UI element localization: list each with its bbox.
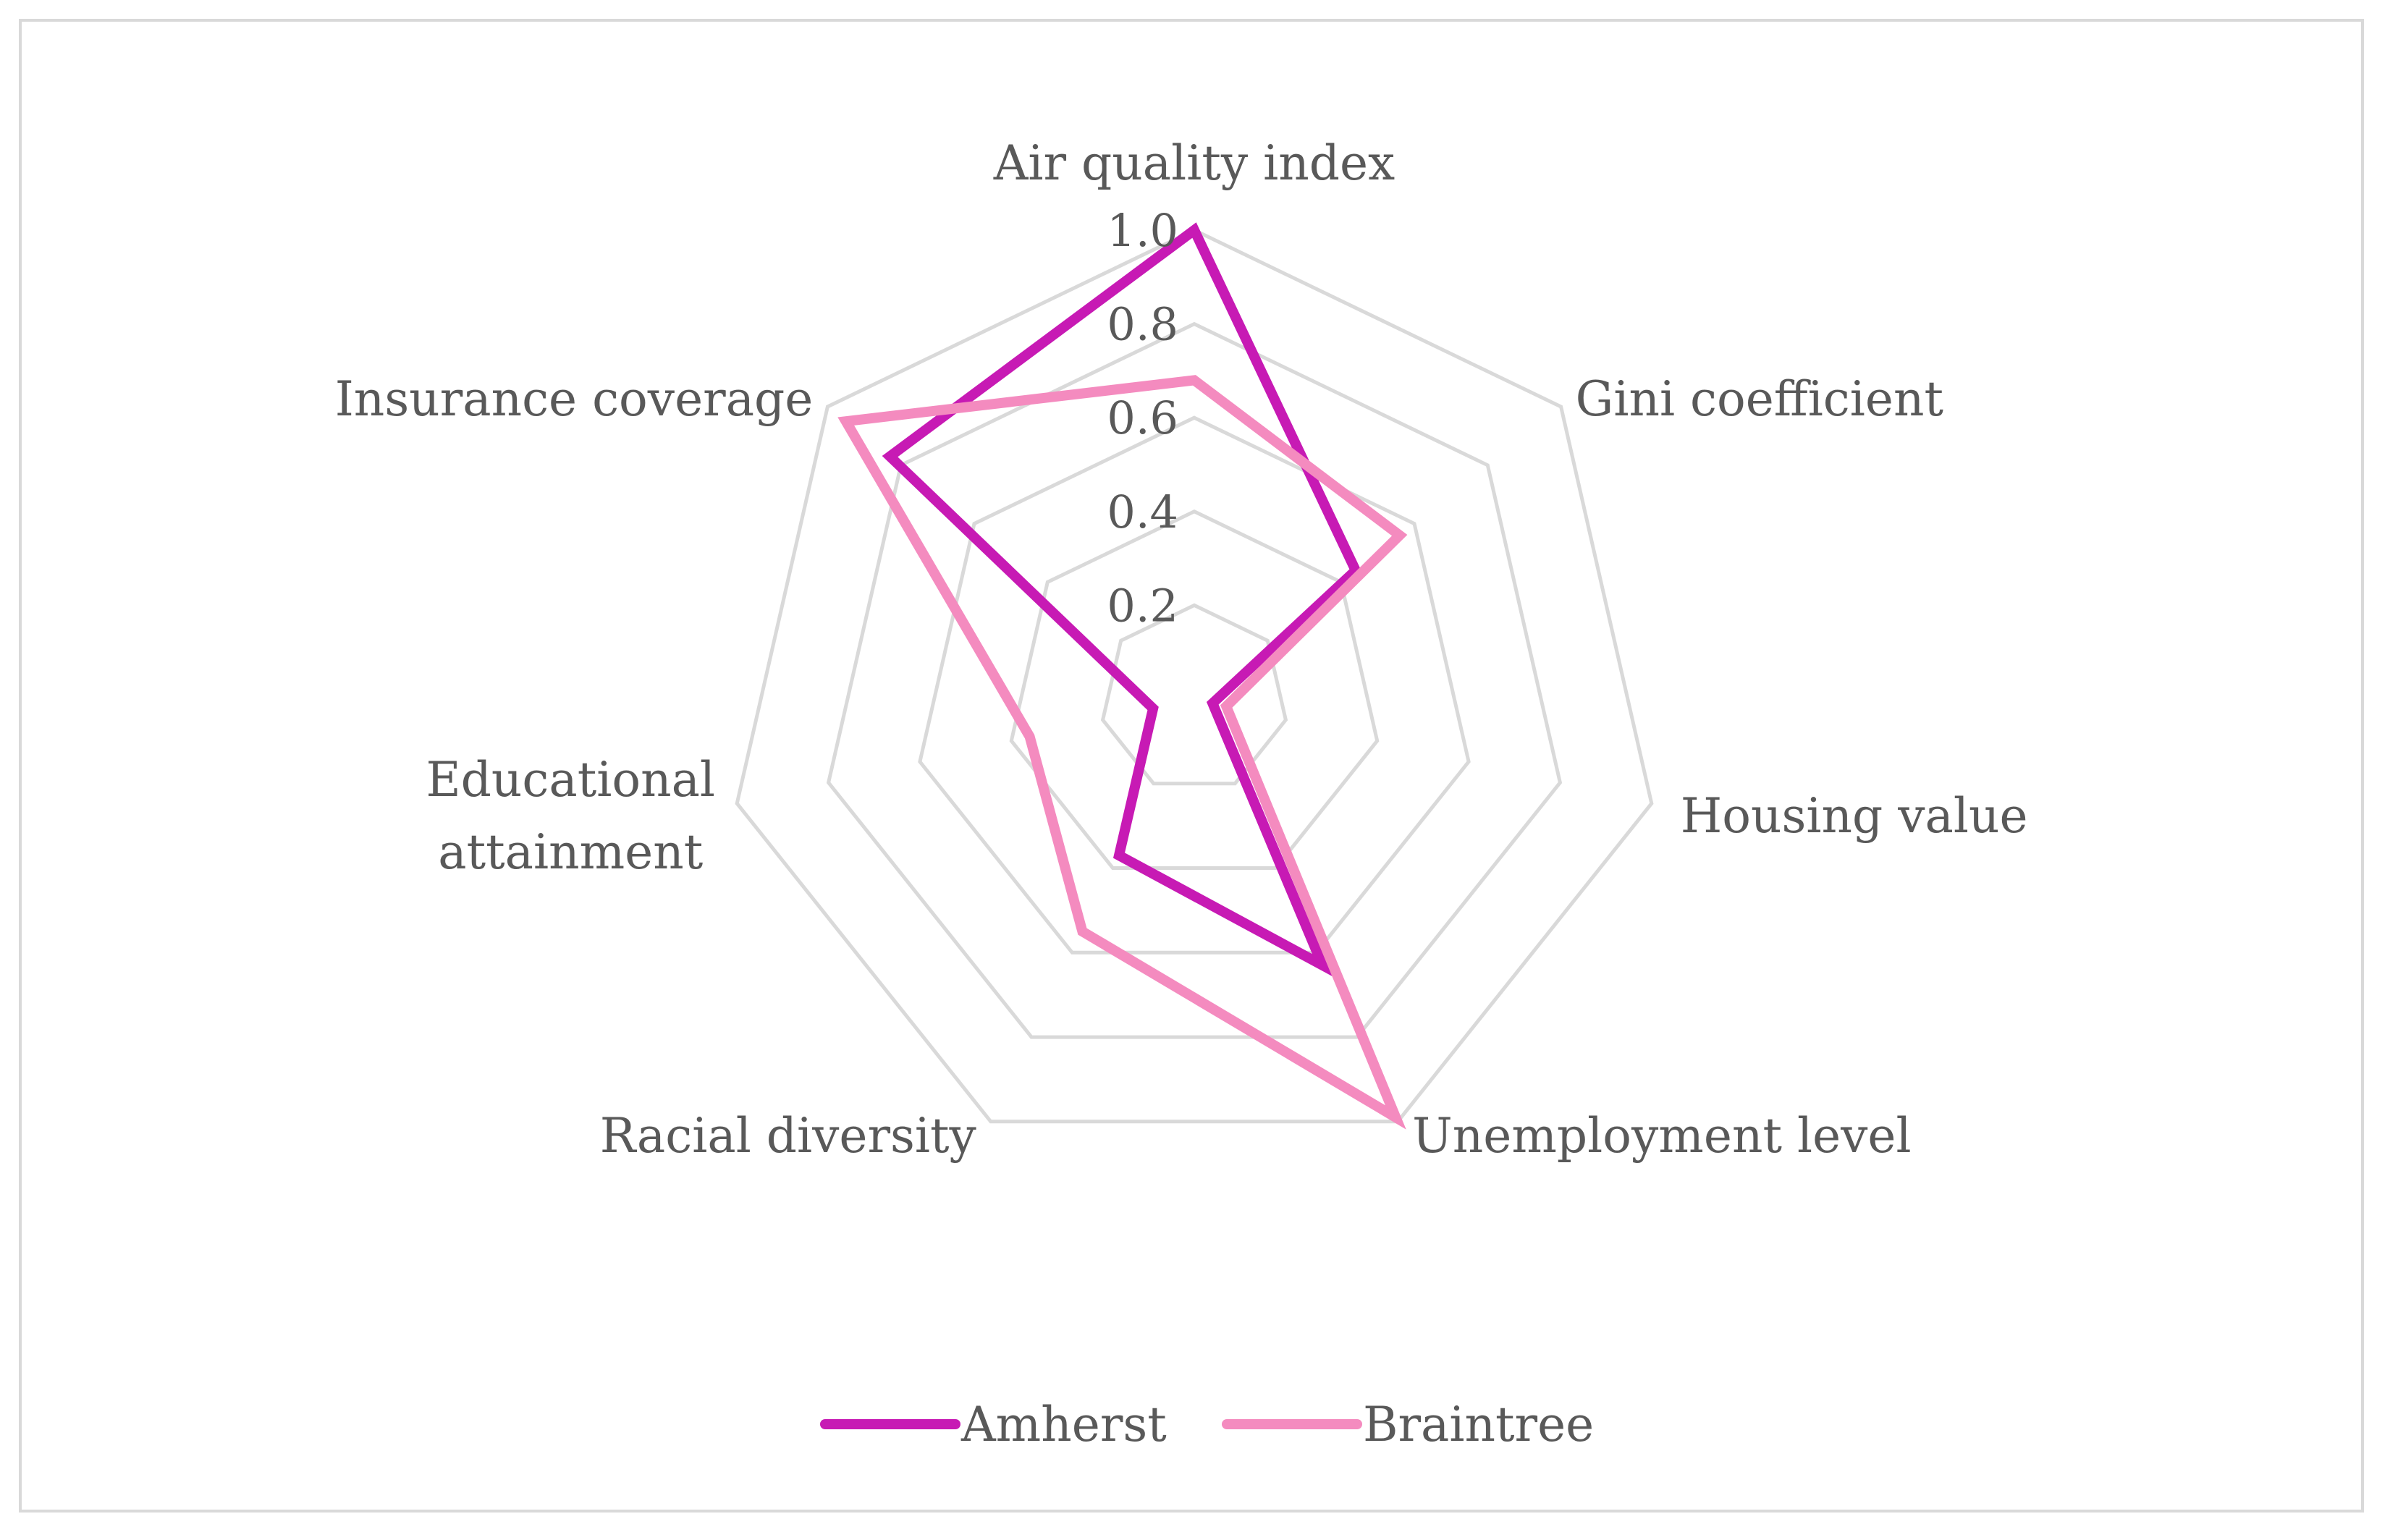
radial-tick-label: 1.0 bbox=[1107, 204, 1178, 257]
category-label-gini-coefficient: Gini coefficient bbox=[1576, 371, 1943, 427]
radial-tick-label: 0.4 bbox=[1107, 486, 1178, 538]
category-label-air-quality-index: Air quality index bbox=[993, 135, 1395, 191]
category-label-insurance-coverage: Insurance coverage bbox=[335, 371, 814, 427]
radar-series bbox=[837, 222, 1408, 1130]
radial-tick-labels: 0.2 0.4 0.6 0.8 1.0 bbox=[1107, 204, 1178, 632]
grid-ring-1 bbox=[1009, 509, 1380, 870]
radial-tick-label: 0.6 bbox=[1107, 392, 1178, 444]
grid-ring-4 bbox=[735, 228, 1654, 1124]
series-line-braintree bbox=[837, 375, 1408, 1130]
grid-ring-3 bbox=[826, 321, 1563, 1039]
legend-label-braintree: Braintree bbox=[1363, 1397, 1594, 1452]
category-label-educational-attainment: Educational attainment bbox=[426, 752, 715, 880]
chart-frame bbox=[19, 19, 2364, 1512]
radial-tick-label: 0.2 bbox=[1107, 579, 1178, 632]
category-label-racial-diversity: Racial diversity bbox=[600, 1108, 977, 1164]
series-line-amherst bbox=[882, 222, 1362, 977]
category-labels: Air quality index Gini coefficient Housing… bbox=[335, 135, 2028, 1164]
legend-label-amherst: Amherst bbox=[960, 1397, 1167, 1452]
category-label-unemployment-level: Unemployment level bbox=[1412, 1108, 1911, 1164]
radial-tick-label: 0.8 bbox=[1107, 298, 1178, 351]
legend: Amherst Braintree bbox=[820, 1397, 1594, 1452]
grid-ring-2 bbox=[918, 415, 1471, 955]
radar-grid bbox=[735, 228, 1654, 1124]
category-label-housing-value: Housing value bbox=[1681, 788, 2028, 844]
